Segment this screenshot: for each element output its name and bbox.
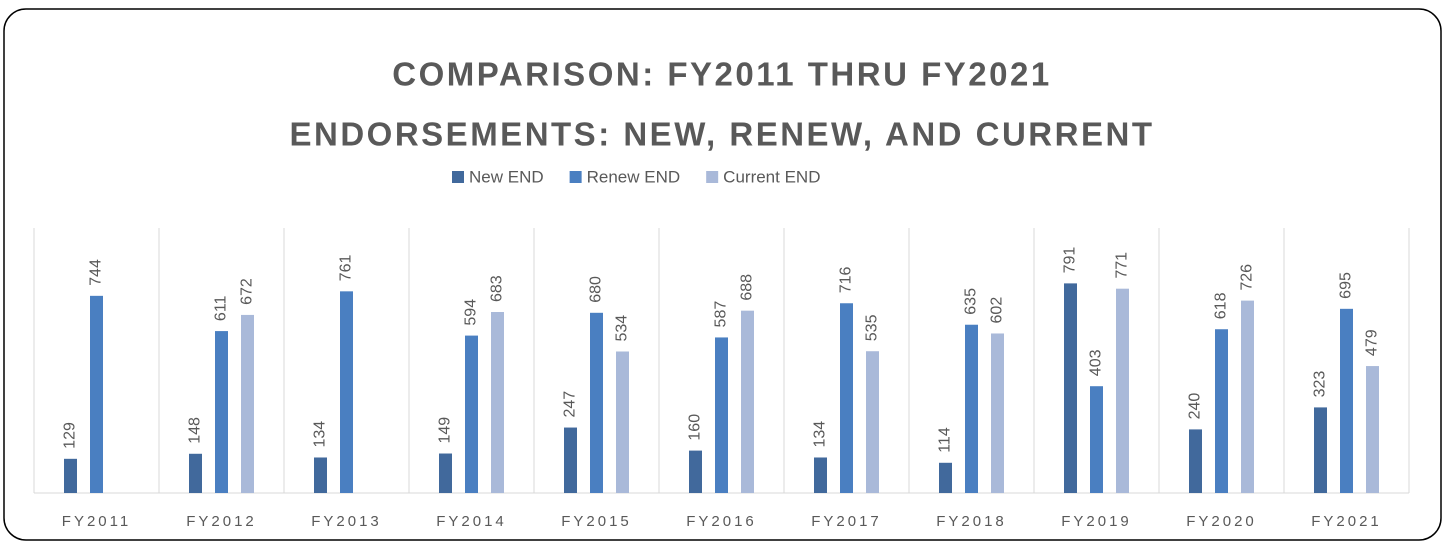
bar [465,335,478,493]
bar [1215,329,1228,493]
bar [1064,283,1077,493]
x-tick-label: FY2019 [1061,513,1132,530]
bar [215,331,228,493]
x-tick-label: FY2014 [436,513,507,530]
data-label: 134 [312,421,329,448]
data-label: 726 [1239,264,1256,291]
data-label: 611 [213,295,230,321]
chart-title: COMPARISON: FY2011 THRU FY2021 [392,56,1051,93]
bar [90,295,103,493]
data-label: 149 [437,417,454,444]
bar [616,351,629,493]
data-label: 534 [614,315,631,342]
bar [1116,288,1129,493]
data-label: 134 [812,421,829,448]
data-label: 771 [1114,252,1131,279]
legend-label: Renew END [587,167,681,186]
data-label: 148 [187,417,204,444]
data-label: 791 [1062,247,1079,274]
legend-swatch [569,171,582,183]
data-label: 672 [239,278,256,305]
legend-swatch [706,171,719,183]
data-label: 247 [562,391,579,418]
bar [439,453,452,493]
data-label: 479 [1364,329,1381,356]
data-label: 114 [937,427,954,453]
data-label: 688 [739,274,756,301]
legend-swatch [452,171,464,183]
bar [814,457,827,493]
x-tick-label: FY2011 [62,513,131,530]
data-label: 635 [963,288,980,315]
x-tick-label: FY2016 [686,513,757,530]
bar [590,312,603,493]
chart-title: ENDORSEMENTS: NEW, RENEW, AND CURRENT [290,116,1155,153]
x-tick-label: FY2018 [936,513,1007,530]
data-label: 129 [62,422,79,449]
bar [1340,308,1353,493]
data-label: 160 [687,414,704,441]
data-label: 618 [1213,292,1230,319]
bar [491,312,504,493]
data-label: 594 [463,299,480,326]
bar [991,333,1004,493]
data-label: 680 [588,276,605,303]
x-tick-label: FY2015 [561,513,632,530]
bar [1090,386,1103,493]
data-label: 587 [713,301,730,328]
bar [741,310,754,493]
data-label: 240 [1187,393,1204,420]
bar [1314,407,1327,493]
bar [1241,300,1254,493]
bar [340,291,353,493]
data-label: 695 [1338,272,1355,299]
bar [1189,429,1202,493]
bar [1366,366,1379,493]
bar [939,462,952,493]
x-tick-label: FY2013 [311,513,382,530]
bar [689,450,702,493]
bar [64,458,77,493]
bar [314,457,327,493]
x-tick-label: FY2012 [186,513,257,530]
data-label: 761 [338,255,355,282]
data-label: 323 [1312,371,1329,398]
data-label: 602 [989,297,1006,324]
bar [965,324,978,493]
data-label: 403 [1088,349,1105,376]
x-tick-label: FY2017 [811,513,882,530]
data-label: 716 [838,266,855,293]
x-tick-label: FY2020 [1186,513,1257,530]
data-label: 683 [489,275,506,302]
data-label: 535 [864,314,881,341]
legend-label: Current END [723,167,820,186]
bar [840,303,853,493]
bar [715,337,728,493]
bar [564,427,577,493]
x-tick-label: FY2021 [1311,513,1382,530]
legend-label: New END [469,167,544,186]
bar [241,314,254,493]
chart-frame [3,8,1442,541]
data-label: 744 [88,259,105,286]
bar [189,453,202,493]
bar [866,351,879,493]
